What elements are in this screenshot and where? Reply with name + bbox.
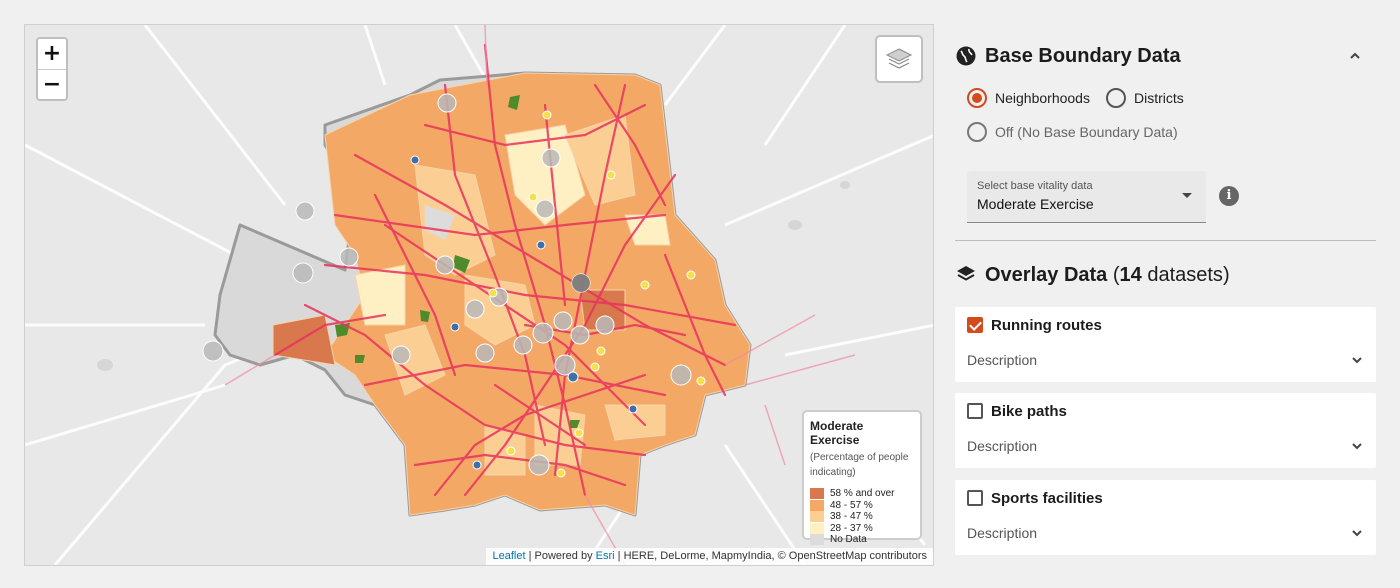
description-label: Description	[967, 525, 1038, 541]
dataset-card-bike-paths: Bike paths Description	[955, 393, 1376, 468]
overlay-suffix: datasets	[1147, 263, 1223, 286]
legend-item: No Data	[810, 534, 914, 546]
dataset-toggle-bike-paths[interactable]: Bike paths	[955, 393, 1376, 429]
description-expander-sports-facilities[interactable]: Description	[955, 516, 1376, 550]
dataset-title-bike-paths: Bike paths	[991, 402, 1067, 420]
running-routes	[273, 43, 737, 497]
radio-off[interactable]: Off (No Base Boundary Data)	[967, 122, 1178, 142]
esri-link[interactable]: Esri	[595, 550, 615, 562]
layers-icon	[957, 266, 975, 281]
chevron-down-icon	[1352, 357, 1362, 364]
layers-toggle-button[interactable]	[875, 35, 923, 83]
overlay-header: Overlay Data (14 datasets)	[955, 257, 1376, 293]
zoom-out-button[interactable]: −	[38, 69, 66, 99]
legend-item: 58 % and over	[810, 488, 914, 500]
zoom-in-button[interactable]: +	[38, 39, 66, 69]
radio-districts-circle[interactable]	[1105, 88, 1126, 108]
legend-swatch	[810, 534, 824, 546]
legend-item-label: 28 - 37 %	[830, 522, 873, 534]
legend-swatch	[810, 511, 824, 523]
base-boundary-title: Base Boundary Data	[985, 44, 1181, 67]
legend-item-label: 38 - 47 %	[830, 511, 873, 523]
description-expander-bike-paths[interactable]: Description	[955, 429, 1376, 463]
facility-point-dark	[572, 274, 590, 292]
dataset-title-running-routes: Running routes	[991, 316, 1102, 334]
overlay-title: Overlay Data (14 datasets)	[985, 263, 1230, 286]
attribution-sep-2: |	[617, 550, 624, 562]
map-canvas[interactable]	[25, 25, 934, 566]
radio-neighborhoods-circle[interactable]	[967, 88, 987, 108]
caret-down-icon	[1182, 193, 1192, 198]
legend-item-label: 48 - 57 %	[830, 499, 873, 511]
chevron-down-icon	[1352, 443, 1362, 450]
legend-swatch	[810, 522, 824, 534]
dataset-toggle-sports-facilities[interactable]: Sports facilities	[955, 480, 1376, 516]
section-divider	[955, 240, 1376, 241]
radio-districts-label: Districts	[1133, 90, 1184, 106]
legend-subtitle: (Percentage of people indicating)	[810, 452, 909, 478]
chevron-up-icon[interactable]	[1348, 49, 1362, 63]
select-value: Moderate Exercise	[977, 196, 1094, 212]
chevron-down-icon	[1352, 530, 1362, 537]
layers-icon	[885, 48, 913, 69]
choropleth-neighborhoods	[272, 72, 751, 516]
radio-off-label: Off (No Base Boundary Data)	[995, 124, 1178, 140]
map-legend: Moderate Exercise (Percentage of people …	[802, 410, 922, 546]
zoom-control: + −	[36, 37, 68, 101]
dataset-card-sports-facilities: Sports facilities Description	[955, 480, 1376, 555]
radio-neighborhoods[interactable]: Neighborhoods	[967, 88, 1090, 108]
boundary-radio-group-2: Off (No Base Boundary Data)	[967, 122, 1194, 142]
legend-item: 48 - 57 %	[810, 499, 914, 512]
legend-items: 58 % and over 48 - 57 % 38 - 47 % 28 - 37 %…	[810, 488, 914, 546]
checkbox-bike-paths[interactable]	[967, 403, 983, 419]
description-label: Description	[967, 352, 1038, 368]
select-label: Select base vitality data	[977, 180, 1093, 192]
legend-item-label: 58 % and over	[830, 488, 895, 500]
radio-neighborhoods-label: Neighborhoods	[995, 90, 1090, 106]
globe-icon	[956, 46, 976, 66]
description-label: Description	[967, 438, 1038, 454]
basemap-water	[97, 181, 850, 371]
attribution-text: HERE, DeLorme, MapmyIndia, © OpenStreetM…	[623, 550, 927, 562]
legend-item: 28 - 37 %	[810, 522, 914, 535]
checkbox-running-routes[interactable]	[967, 317, 983, 333]
checkbox-sports-facilities[interactable]	[967, 490, 983, 506]
map-view[interactable]: + − Moderate Exercise (Percentage of peo…	[24, 24, 934, 566]
leaflet-link[interactable]: Leaflet	[492, 550, 526, 562]
facility-points-yellow	[488, 110, 706, 478]
powered-by-text: Powered by	[534, 550, 593, 562]
dataset-title-sports-facilities: Sports facilities	[991, 489, 1103, 507]
route-extensions	[224, 25, 856, 565]
overlay-count: 14	[1119, 263, 1142, 286]
legend-swatch	[810, 488, 824, 500]
parks	[335, 95, 580, 428]
legend-item-label: No Data	[830, 534, 867, 546]
radio-off-circle[interactable]	[967, 122, 987, 142]
base-boundary-header[interactable]: Base Boundary Data	[955, 38, 1376, 74]
radio-districts[interactable]: Districts	[1105, 88, 1184, 108]
description-expander-running-routes[interactable]: Description	[955, 343, 1376, 377]
overlay-title-text: Overlay Data	[985, 263, 1108, 286]
base-vitality-select[interactable]: Select base vitality data Moderate Exerc…	[967, 171, 1206, 223]
map-attribution: Leaflet | Powered by Esri | HERE, DeLorm…	[486, 548, 933, 565]
legend-swatch	[810, 499, 824, 511]
boundary-radio-group: Neighborhoods Districts	[967, 88, 1200, 108]
dataset-card-running-routes: Running routes Description	[955, 307, 1376, 382]
facility-points-blue	[410, 155, 638, 470]
dataset-toggle-running-routes[interactable]: Running routes	[955, 307, 1376, 343]
legend-title: Moderate Exercise	[810, 419, 864, 447]
legend-item: 38 - 47 %	[810, 511, 914, 523]
info-icon[interactable]: i	[1219, 186, 1239, 206]
attribution-sep-1: |	[528, 550, 535, 562]
